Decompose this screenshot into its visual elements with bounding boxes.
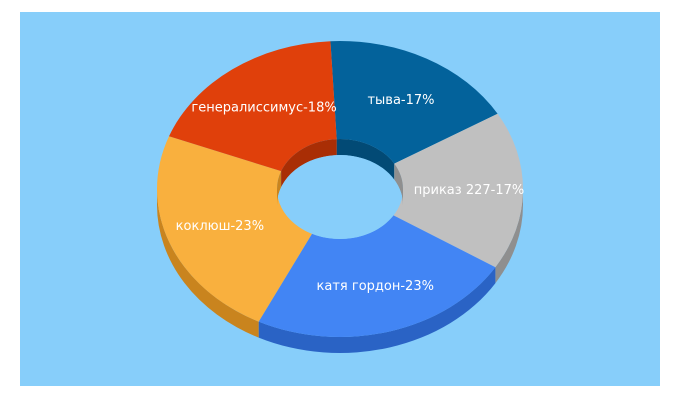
slice-label-0: тыва-17%	[367, 93, 434, 108]
slice-0[interactable]	[330, 41, 498, 164]
slice-side-1-0	[495, 189, 523, 284]
slice-side-2-0	[258, 267, 496, 353]
slice-inner-wall-4-0	[281, 139, 337, 188]
donut-hole	[277, 155, 403, 239]
slice-3[interactable]	[157, 136, 313, 322]
slice-4[interactable]	[169, 41, 337, 172]
slice-1[interactable]	[393, 113, 523, 268]
slice-label-3: коклюш-23%	[176, 219, 264, 234]
slice-tops	[157, 41, 523, 337]
slice-labels: тыва-17% приказ 227-17% катя гордон-23% кок…	[176, 93, 525, 294]
slice-label-1: приказ 227-17%	[414, 183, 524, 198]
slice-side-3-0	[157, 189, 259, 338]
chart-panel: тыва-17% приказ 227-17% катя гордон-23% кок…	[20, 12, 660, 386]
slice-inner-wall-1-0	[394, 163, 403, 205]
slice-inner-wall-0-0	[336, 139, 395, 180]
slice-inner-wall-3-0	[277, 171, 282, 205]
slice-2[interactable]	[258, 215, 496, 337]
slice-label-2: катя гордон-23%	[317, 279, 434, 294]
slice-label-4: генералиссимус-18%	[191, 100, 336, 115]
slice-sides	[157, 189, 523, 353]
donut-chart: тыва-17% приказ 227-17% катя гордон-23% кок…	[157, 41, 525, 353]
